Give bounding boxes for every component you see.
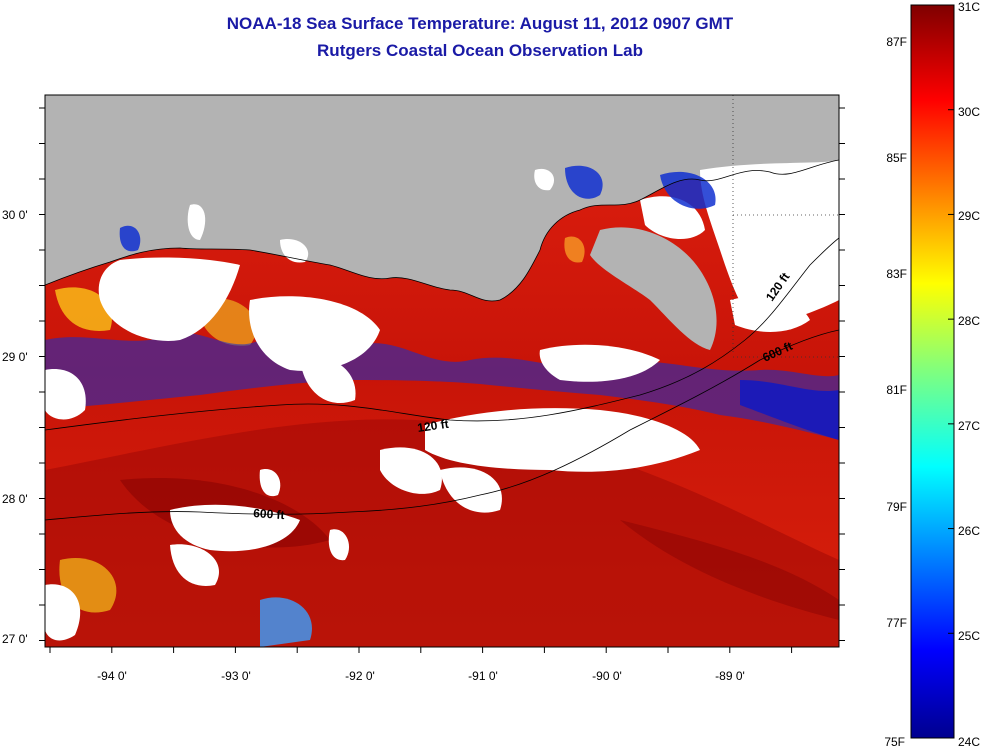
colorbar-fahrenheit-label: 75F: [884, 735, 905, 749]
colorbar-fahrenheit-label: 85F: [886, 151, 907, 165]
colorbar: [910, 4, 955, 739]
colorbar-ticks: [948, 4, 954, 739]
sst-image: 120 ft 600 ft 120 ft 600 ft: [45, 95, 839, 647]
map-subtitle: Rutgers Coastal Ocean Observation Lab: [317, 41, 643, 60]
colorbar-celsius-label: 26C: [958, 524, 980, 538]
lat-label: 30 0': [2, 208, 28, 222]
contour-600ft: [45, 329, 839, 521]
colorbar-fahrenheit-label: 77F: [886, 616, 907, 630]
colorbar-celsius-label: 31C: [958, 0, 980, 14]
colorbar-celsius-label: 27C: [958, 419, 980, 433]
lon-label: -94 0': [97, 669, 127, 683]
map-frame: [44, 94, 840, 648]
colorbar-celsius-label: 24C: [958, 735, 980, 749]
colorbar-celsius-label: 29C: [958, 209, 980, 223]
lon-label: -91 0': [468, 669, 498, 683]
colorbar-fahrenheit-label: 87F: [886, 35, 907, 49]
contour-label: 600 ft: [253, 506, 285, 522]
colorbar-celsius-label: 25C: [958, 629, 980, 643]
colorbar-celsius-label: 30C: [958, 105, 980, 119]
lat-label: 29 0': [2, 350, 28, 364]
colorbar-celsius-label: 28C: [958, 314, 980, 328]
axis-ticks: [39, 107, 845, 653]
lon-label: -92 0': [345, 669, 375, 683]
colorbar-fahrenheit-label: 79F: [886, 500, 907, 514]
colorbar-fahrenheit-label: 83F: [886, 267, 907, 281]
lat-label: 27 0': [2, 632, 28, 646]
contour-label: 120 ft: [416, 417, 449, 435]
map-title: NOAA-18 Sea Surface Temperature: August …: [226, 14, 734, 33]
lat-label: 28 0': [2, 492, 28, 506]
lon-label: -93 0': [221, 669, 251, 683]
colorbar-fahrenheit-label: 81F: [886, 383, 907, 397]
lon-label: -89 0': [715, 669, 745, 683]
contour-120ft: [45, 237, 839, 431]
lon-label: -90 0': [592, 669, 622, 683]
